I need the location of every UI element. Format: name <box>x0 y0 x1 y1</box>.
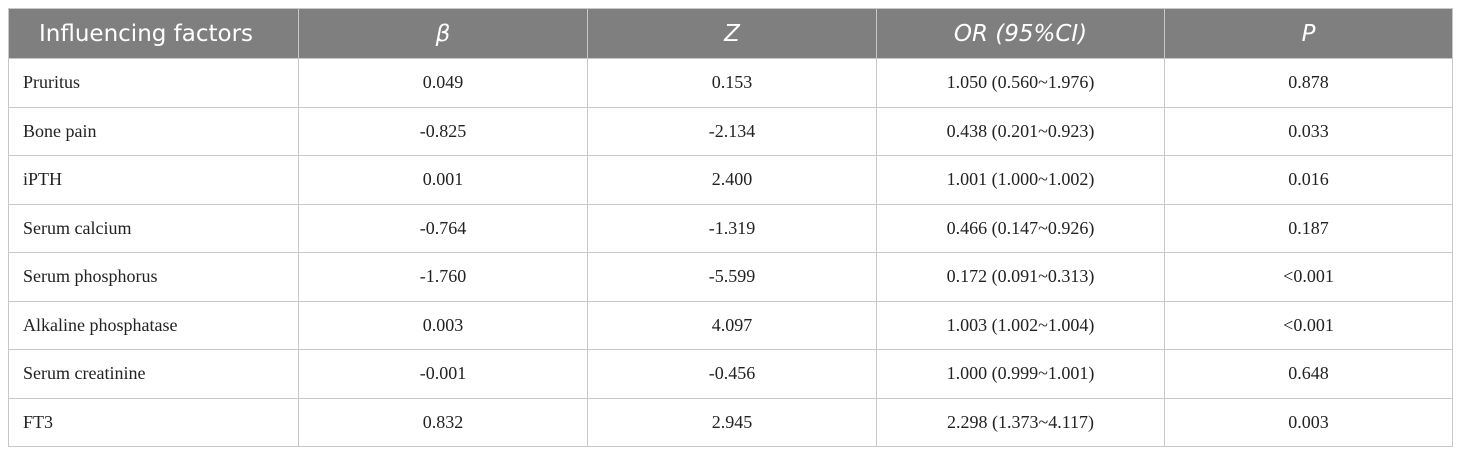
table-row: Pruritus 0.049 0.153 1.050 (0.560~1.976) 0.8… <box>8 58 1453 108</box>
table-cell: Serum creatinine <box>8 349 299 399</box>
table-container: Influencing factors β Z OR (95%CI) P Pruritu… <box>8 8 1453 447</box>
table-cell: 1.000 (0.999~1.001) <box>876 349 1165 399</box>
table-cell: 0.033 <box>1164 106 1453 156</box>
table-cell: 0.003 <box>1164 397 1453 447</box>
table-cell: 0.832 <box>298 397 588 447</box>
header-cell: OR (95%CI) <box>876 8 1165 59</box>
table-cell: Serum calcium <box>8 203 299 253</box>
table-cell: 0.466 (0.147~0.926) <box>876 203 1165 253</box>
table-cell: -0.825 <box>298 106 588 156</box>
table-row: Serum calcium -0.764 -1.319 0.466 (0.147~0.… <box>8 203 1453 253</box>
table-cell: <0.001 <box>1164 300 1453 350</box>
table-cell: 0.878 <box>1164 58 1453 108</box>
table-cell: 4.097 <box>587 300 877 350</box>
data-table: Influencing factors β Z OR (95%CI) P Pruritu… <box>8 8 1453 447</box>
header-cell: β <box>298 8 588 59</box>
table-cell: 0.648 <box>1164 349 1453 399</box>
table-cell: Serum phosphorus <box>8 252 299 302</box>
table-row: Serum phosphorus -1.760 -5.599 0.172 (0.091… <box>8 252 1453 302</box>
header-row: Influencing factors β Z OR (95%CI) P <box>8 8 1453 59</box>
table-cell: 1.003 (1.002~1.004) <box>876 300 1165 350</box>
header-cell: Influencing factors <box>8 8 299 59</box>
table-cell: iPTH <box>8 155 299 205</box>
table-cell: -1.319 <box>587 203 877 253</box>
table-cell: 0.187 <box>1164 203 1453 253</box>
table-cell: 2.400 <box>587 155 877 205</box>
table-cell: <0.001 <box>1164 252 1453 302</box>
table-cell: -0.764 <box>298 203 588 253</box>
table-cell: 0.049 <box>298 58 588 108</box>
table-row: iPTH 0.001 2.400 1.001 (1.000~1.002) 0.016 <box>8 155 1453 205</box>
table-cell: 0.001 <box>298 155 588 205</box>
table-cell: -5.599 <box>587 252 877 302</box>
table-cell: 0.016 <box>1164 155 1453 205</box>
table-cell: 1.001 (1.000~1.002) <box>876 155 1165 205</box>
table-cell: Pruritus <box>8 58 299 108</box>
table-cell: -0.456 <box>587 349 877 399</box>
table-cell: -1.760 <box>298 252 588 302</box>
table-cell: Alkaline phosphatase <box>8 300 299 350</box>
table-cell: 2.298 (1.373~4.117) <box>876 397 1165 447</box>
table-cell: FT3 <box>8 397 299 447</box>
table-row: FT3 0.832 2.945 2.298 (1.373~4.117) 0.003 <box>8 397 1453 447</box>
table-cell: 2.945 <box>587 397 877 447</box>
table-cell: 0.003 <box>298 300 588 350</box>
table-cell: 0.438 (0.201~0.923) <box>876 106 1165 156</box>
table-cell: 0.172 (0.091~0.313) <box>876 252 1165 302</box>
table-row: Bone pain -0.825 -2.134 0.438 (0.201~0.923)… <box>8 106 1453 156</box>
table-row: Serum creatinine -0.001 -0.456 1.000 (0.999… <box>8 349 1453 399</box>
header-cell: Z <box>587 8 877 59</box>
table-cell: -0.001 <box>298 349 588 399</box>
table-row: Alkaline phosphatase 0.003 4.097 1.003 (1.0… <box>8 300 1453 350</box>
table-cell: Bone pain <box>8 106 299 156</box>
header-cell: P <box>1164 8 1453 59</box>
table-cell: 0.153 <box>587 58 877 108</box>
table-cell: 1.050 (0.560~1.976) <box>876 58 1165 108</box>
table-cell: -2.134 <box>587 106 877 156</box>
